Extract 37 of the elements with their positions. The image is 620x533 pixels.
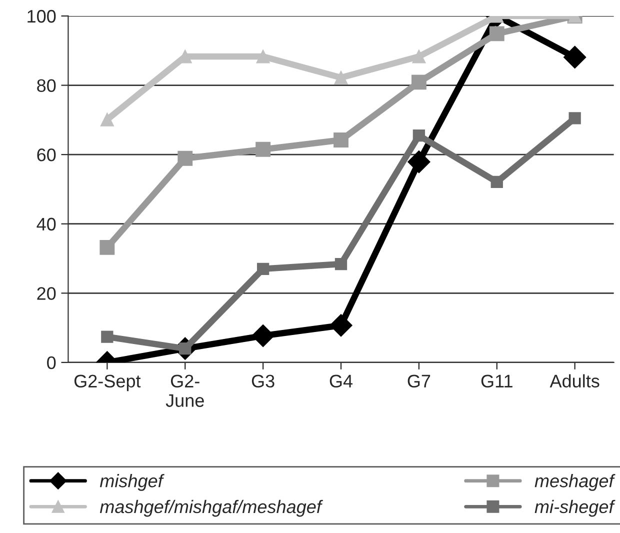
point xyxy=(252,324,274,348)
point xyxy=(256,142,271,157)
point xyxy=(564,46,586,69)
point xyxy=(408,150,430,174)
point xyxy=(411,74,426,90)
y-tick-label: 100 xyxy=(28,10,56,23)
x-tick-label: G11 xyxy=(481,374,512,388)
legend-label: mashgef/mishgaf/meshagef xyxy=(100,500,323,517)
point xyxy=(334,258,348,270)
point xyxy=(256,262,270,275)
x-tick-label: G2-Sept xyxy=(74,374,141,392)
x-tick-label: G4 xyxy=(330,374,353,388)
point xyxy=(490,176,503,188)
y-tick-label: 0 xyxy=(47,356,56,370)
y-tick-label: 40 xyxy=(36,218,56,231)
legend-label: mishgef xyxy=(100,474,164,491)
x-tick-label: G2- June xyxy=(166,374,204,407)
point xyxy=(178,150,193,166)
y-tick-label: 20 xyxy=(37,287,56,300)
point xyxy=(334,70,348,84)
legend-label: meshagef xyxy=(534,474,616,491)
x-tick-label: Adults xyxy=(550,374,600,388)
x-tick-label: G7 xyxy=(408,374,430,388)
point xyxy=(334,132,348,148)
y-tick-label: 60 xyxy=(37,148,56,162)
x-tick-label: G3 xyxy=(252,374,274,388)
point xyxy=(489,26,504,42)
point xyxy=(101,330,114,343)
point xyxy=(100,240,115,255)
point xyxy=(330,314,352,337)
point xyxy=(568,112,581,124)
point xyxy=(412,50,426,64)
point xyxy=(256,50,270,64)
point xyxy=(100,112,114,126)
point xyxy=(412,129,426,142)
legend-label: mi-shegef xyxy=(534,500,616,517)
y-tick-label: 80 xyxy=(37,79,56,92)
